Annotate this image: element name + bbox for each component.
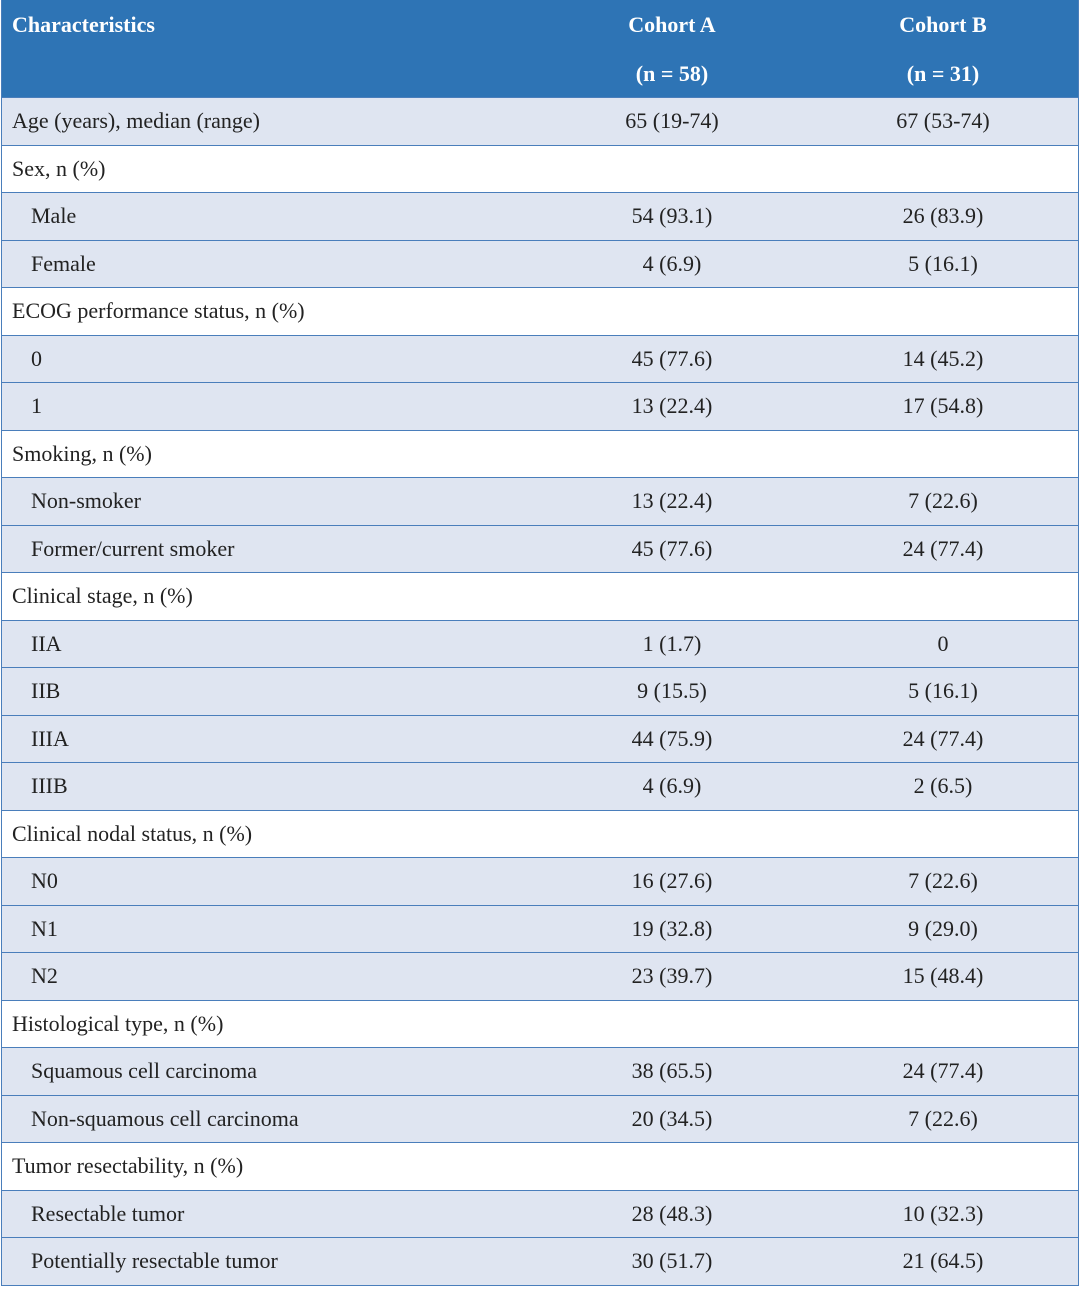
row-label: 0 [31,345,42,371]
column-header: Cohort A [628,12,716,37]
row-label: Non-squamous cell carcinoma [31,1105,299,1131]
row-label: Potentially resectable tumor [31,1248,278,1273]
cell: 28 (48.3) [631,1200,713,1226]
cell: 7 (22.6) [908,488,978,513]
cell: 24 (77.4) [902,535,984,561]
cell: 13 (22.4) [631,488,713,513]
section-title: Clinical nodal status, n (%) [12,820,253,846]
section-row: Smoking, n (%) [2,429,1078,478]
cell: 1 (1.7) [642,630,702,656]
section-row: Histological type, n (%) [2,999,1078,1048]
table-row: N0 16 (27.6) 7 (22.6) [2,857,1078,905]
table-row: 0 45 (77.6) 14 (45.2) [2,334,1078,382]
cell: 7 (22.6) [908,868,978,893]
row-label: 1 [31,393,42,418]
cell: 4 (6.9) [642,773,702,798]
cell: 13 (22.4) [631,393,713,418]
table-row: IIB 9 (15.5) 5 (16.1) [2,667,1078,715]
table-row: Age (years), median (range) 65 (19-74) 67 … [2,97,1078,145]
section-row: Clinical stage, n (%) [2,572,1078,620]
cell: 21 (64.5) [902,1248,984,1273]
cell: 24 (77.4) [902,725,984,751]
cell: 45 (77.6) [631,345,713,371]
cell: 14 (45.2) [902,345,984,371]
table-row: Former/current smoker 45 (77.6) 24 (77.4) [2,524,1078,572]
table-row: N2 23 (39.7) 15 (48.4) [2,952,1078,1000]
section-title: Smoking, n (%) [12,440,152,466]
cell: 26 (83.9) [902,203,984,228]
cell: 0 [937,630,949,656]
cell: 45 (77.6) [631,535,713,561]
row-label: Former/current smoker [31,535,235,561]
column-header: Characteristics [12,12,155,37]
section-row: Tumor resectability, n (%) [2,1142,1078,1190]
cell: 44 (75.9) [631,725,713,751]
section-title: Histological type, n (%) [12,1010,224,1036]
cell: 5 (16.1) [908,250,978,276]
cell: 9 (29.0) [908,915,978,941]
cell: 4 (6.9) [642,250,702,276]
row-label: IIIA [31,725,69,751]
cell: 9 (15.5) [637,678,707,703]
cell: 67 (53-74) [896,108,990,133]
cell: 54 (93.1) [631,203,713,228]
row-label: N1 [31,915,58,941]
row-label: Female [31,250,96,276]
column-subheader: (n = 31) [906,61,980,86]
table-row: IIIB 4 (6.9) 2 (6.5) [2,762,1078,810]
table-row: Resectable tumor 28 (48.3) 10 (32.3) [2,1189,1078,1237]
row-label: Male [31,203,77,228]
row-label: IIA [31,630,62,656]
row-label: Resectable tumor [31,1200,185,1226]
column-header: Cohort B [899,12,987,37]
section-row: Sex, n (%) [2,144,1078,193]
table-row: Non-smoker 13 (22.4) 7 (22.6) [2,477,1078,525]
table-header: Characteristics Cohort A Cohort B (n = 5… [2,0,1078,97]
cell: 24 (77.4) [902,1058,984,1083]
cell: 30 (51.7) [631,1248,713,1273]
cell: 38 (65.5) [631,1058,713,1083]
section-title: ECOG performance status, n (%) [12,298,305,323]
row-label: N0 [31,868,58,893]
row-label: IIIB [31,773,68,798]
table-row: Male 54 (93.1) 26 (83.9) [2,192,1078,240]
cell: 23 (39.7) [631,963,713,988]
table-row: Non-squamous cell carcinoma 20 (34.5) 7 (2… [2,1094,1078,1142]
cell: 20 (34.5) [631,1105,713,1131]
cell: 10 (32.3) [902,1200,984,1226]
section-row: Clinical nodal status, n (%) [2,809,1078,858]
section-title: Clinical stage, n (%) [12,583,193,608]
section-row: ECOG performance status, n (%) [2,287,1078,335]
row-label: N2 [31,963,58,988]
table-row: IIA 1 (1.7) 0 [2,619,1078,667]
cell: 17 (54.8) [902,393,984,418]
section-title: Sex, n (%) [12,155,106,181]
cell: 7 (22.6) [908,1105,978,1131]
table-row: N1 19 (32.8) 9 (29.0) [2,904,1078,952]
row-label: Age (years), median (range) [12,108,260,133]
cell: 2 (6.5) [913,773,973,798]
table-row: 1 13 (22.4) 17 (54.8) [2,382,1078,430]
table-row: Female 4 (6.9) 5 (16.1) [2,239,1078,287]
cell: 15 (48.4) [902,963,984,988]
cell: 65 (19-74) [625,108,719,133]
row-label: IIB [31,678,61,703]
row-label: Squamous cell carcinoma [31,1058,258,1083]
cell: 16 (27.6) [631,868,713,893]
table-row: Potentially resectable tumor 30 (51.7) 21 … [2,1237,1078,1285]
section-title: Tumor resectability, n (%) [12,1153,244,1178]
cell: 5 (16.1) [908,678,978,703]
cell: 19 (32.8) [631,915,713,941]
column-subheader: (n = 58) [635,61,709,86]
table-row: Squamous cell carcinoma 38 (65.5) 24 (77.4… [2,1047,1078,1095]
row-label: Non-smoker [31,488,141,513]
table-row: IIIA 44 (75.9) 24 (77.4) [2,714,1078,762]
